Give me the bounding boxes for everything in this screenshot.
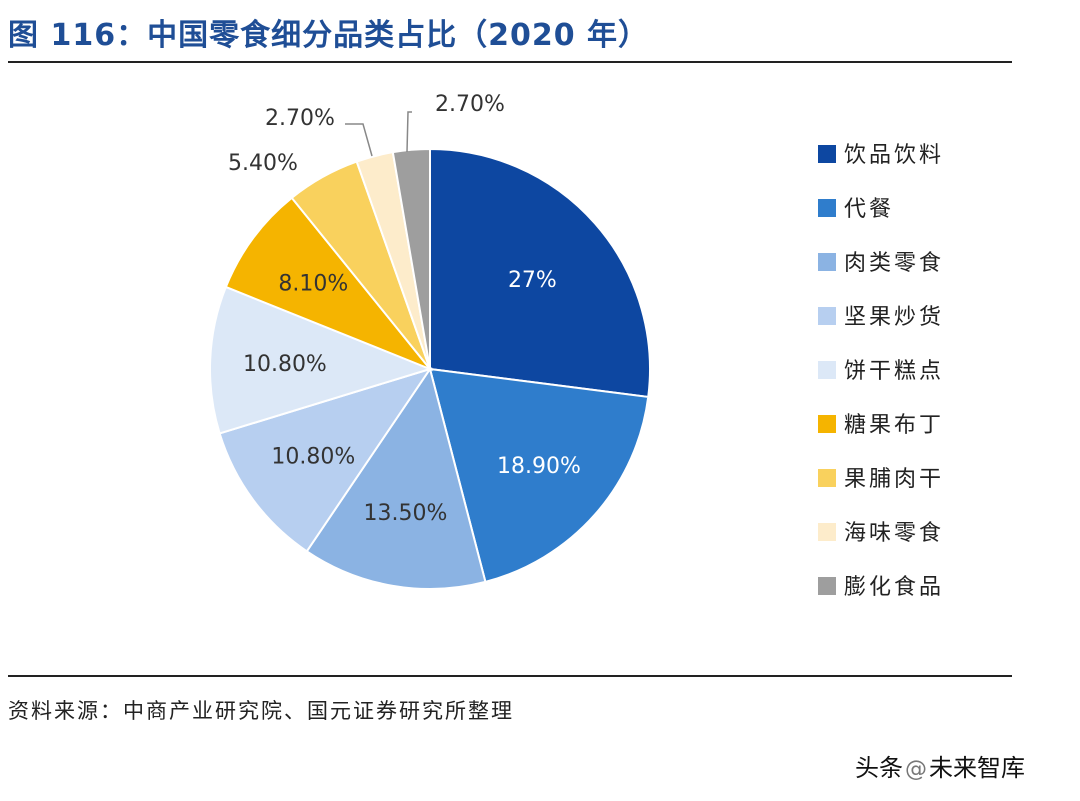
- bottom-divider: [8, 675, 1012, 677]
- pie-slice-4: [218, 367, 433, 553]
- watermark-name: 未来智库: [929, 754, 1025, 782]
- pie-slice-2: [428, 367, 650, 584]
- legend-label-2: 代餐: [844, 197, 894, 222]
- slice-label-6: 8.10%: [278, 272, 348, 297]
- legend-label-8: 海味零食: [844, 521, 944, 546]
- pie-slice-3: [305, 366, 487, 590]
- legend-label-9: 膨化食品: [844, 575, 944, 600]
- chart-title: 图 116：中国零食细分品类占比（2020 年）: [8, 18, 650, 53]
- legend-label-3: 肉类零食: [844, 251, 944, 276]
- slice-label-7: 5.40%: [228, 151, 298, 176]
- legend-swatch-7: [818, 469, 836, 487]
- pie-slice-5: [209, 285, 433, 435]
- legend-swatch-3: [818, 253, 836, 271]
- legend-swatch-2: [818, 199, 836, 217]
- legend-label-7: 果脯肉干: [844, 467, 944, 492]
- pie-slice-1: [429, 147, 651, 399]
- slice-label-5: 10.80%: [243, 352, 327, 377]
- leader-lines: [345, 111, 412, 157]
- legend-swatch-8: [818, 523, 836, 541]
- legend-label-1: 饮品饮料: [844, 143, 944, 168]
- leader-line-9: [406, 111, 412, 153]
- slice-label-3: 13.50%: [364, 501, 448, 526]
- slice-labels: 27% 18.90% 13.50% 10.80% 10.80% 8.10% 5.40% 2.7…: [228, 92, 581, 526]
- slice-label-8: 2.70%: [265, 106, 335, 131]
- watermark: 头条@未来智库: [855, 748, 1025, 783]
- slice-label-9: 2.70%: [435, 92, 505, 117]
- legend-label-4: 坚果炒货: [844, 305, 944, 330]
- pie-slices: [209, 147, 651, 590]
- slice-label-1: 27%: [508, 268, 557, 293]
- legend-swatch-9: [818, 577, 836, 595]
- at-icon: @: [905, 757, 927, 782]
- source-note: 资料来源：中商产业研究院、国元证券研究所整理: [8, 699, 514, 723]
- legend-label-5: 饼干糕点: [844, 359, 944, 384]
- legend-swatch-6: [818, 415, 836, 433]
- legend-swatch-1: [818, 145, 836, 163]
- legend-swatch-5: [818, 361, 836, 379]
- leader-line-8: [345, 123, 373, 157]
- pie-slice-9: [391, 147, 431, 370]
- legend-label-6: 糖果布丁: [844, 413, 944, 438]
- slice-label-2: 18.90%: [497, 454, 581, 479]
- legend-swatch-4: [818, 307, 836, 325]
- watermark-prefix: 头条: [855, 754, 903, 782]
- pie-slice-6: [224, 196, 434, 372]
- top-divider: [8, 61, 1012, 63]
- slice-label-4: 10.80%: [271, 444, 355, 469]
